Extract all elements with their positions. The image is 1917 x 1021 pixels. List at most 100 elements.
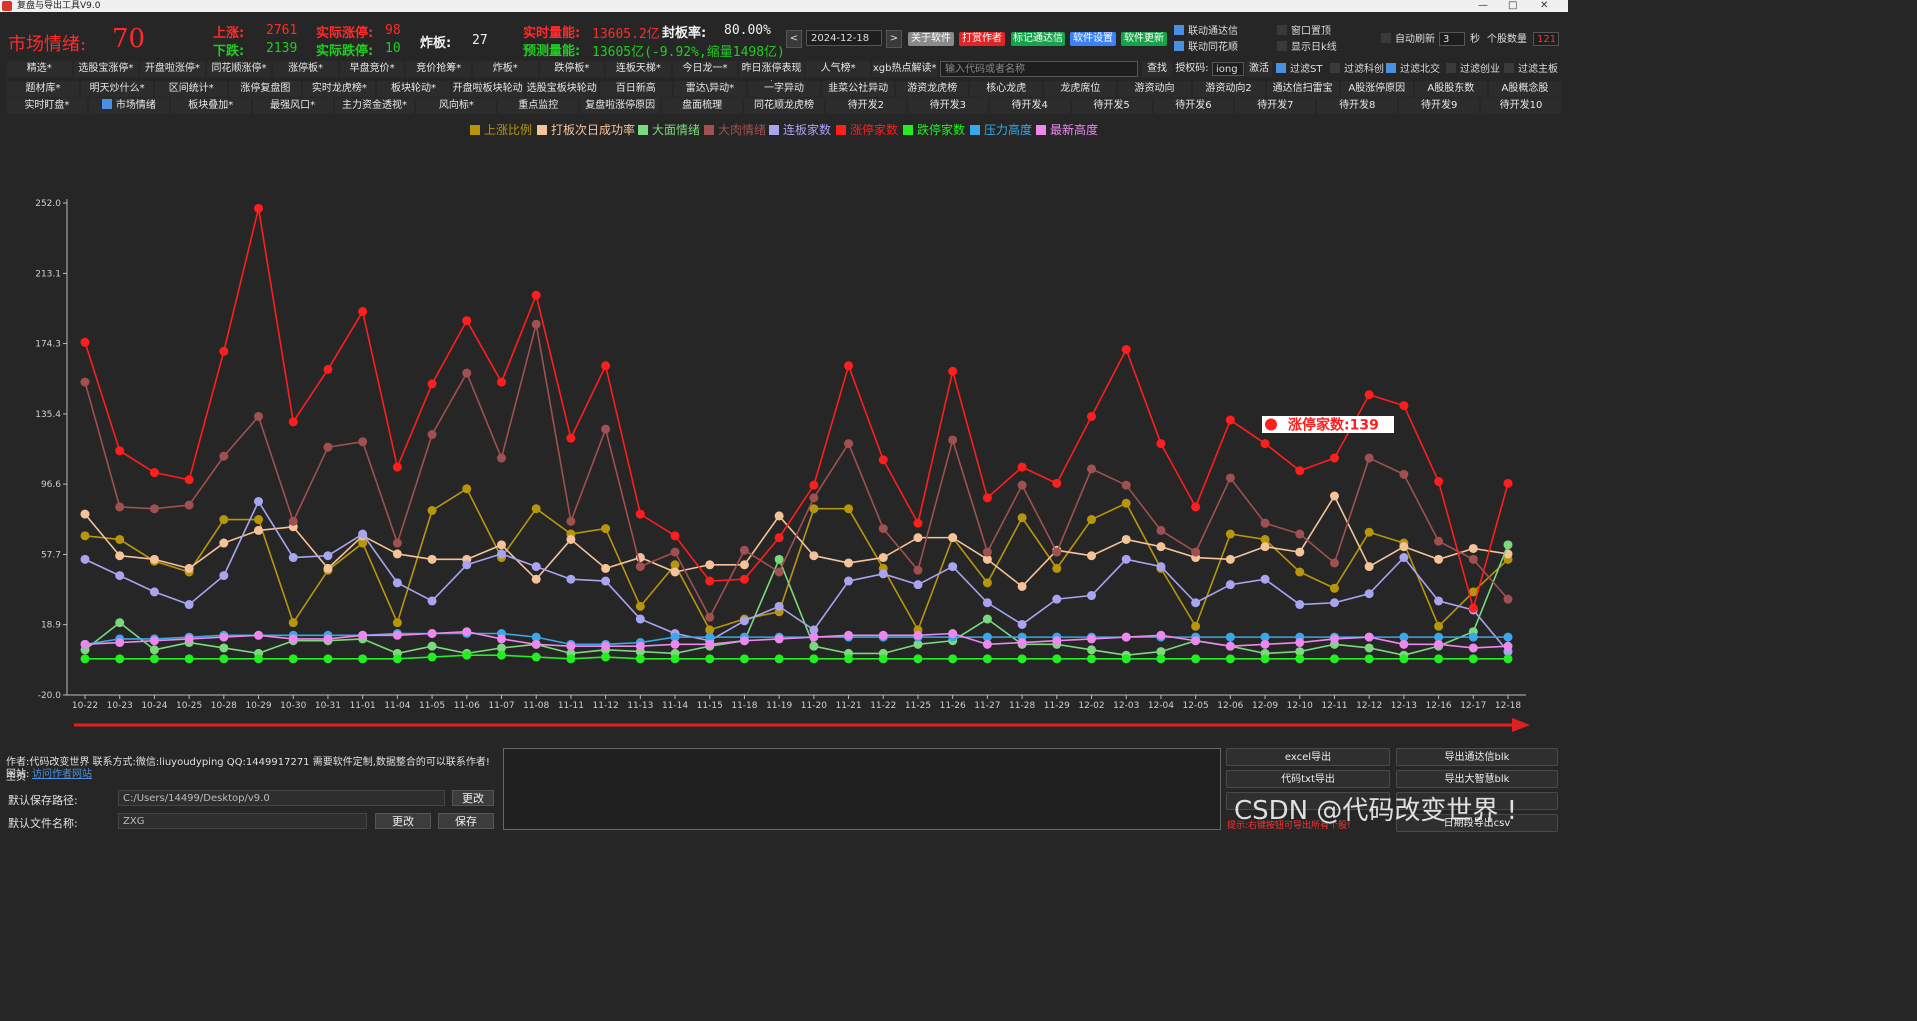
toolbar3-button-3[interactable]: 最强风口* — [252, 98, 333, 114]
toolbar1-button-10[interactable]: 今日龙一* — [672, 61, 738, 77]
dzh-blk-export-button[interactable]: 导出大智慧blk — [1396, 770, 1558, 788]
update-button[interactable]: 软件更新 — [1121, 32, 1167, 46]
toolbar3-button-17[interactable]: 待开发9 — [1399, 98, 1480, 114]
filter-checkbox-3[interactable]: 过滤创业 — [1446, 63, 1500, 76]
toolbar3-button-0[interactable]: 实时盯盘* — [7, 98, 87, 114]
toolbar3-button-7[interactable]: 复盘啦涨停原因 — [580, 98, 661, 114]
toolbar3-button-5[interactable]: 风向标* — [416, 98, 497, 114]
auto-refresh-checkbox[interactable]: 自动刷新 — [1381, 33, 1435, 46]
toolbar3-button-15[interactable]: 待开发7 — [1235, 98, 1316, 114]
link-ths-checkbox[interactable]: 联动同花顺 — [1174, 41, 1238, 54]
toolbar3-button-8[interactable]: 盘面梳理 — [662, 98, 743, 114]
date-range-csv-button[interactable]: 日期段导出csv — [1396, 814, 1558, 832]
toolbar3-button-10[interactable]: 待开发2 — [825, 98, 906, 114]
excel-export-button[interactable]: excel导出 — [1226, 748, 1390, 766]
toolbar2-button-3[interactable]: 涨停复盘图 — [229, 81, 302, 97]
toolbar2-button-10[interactable]: 一字异动 — [747, 81, 821, 97]
show-day-k-checkbox[interactable]: 显示日k线 — [1277, 41, 1337, 54]
legend-item-4[interactable]: 连板家数 — [769, 122, 831, 138]
legend-item-1[interactable]: 打板次日成功率 — [537, 122, 635, 138]
next-date-button[interactable]: > — [886, 30, 902, 48]
toolbar3-button-14[interactable]: 待开发6 — [1153, 98, 1234, 114]
settings-button[interactable]: 软件设置 — [1070, 32, 1116, 46]
toolbar1-button-7[interactable]: 炸板* — [473, 61, 538, 77]
toolbar3-button-2[interactable]: 板块叠加* — [170, 98, 251, 114]
toolbar2-button-17[interactable]: 通达信扫雷宝 — [1266, 81, 1339, 97]
legend-item-5[interactable]: 涨停家数 — [836, 122, 898, 138]
refresh-seconds-input[interactable]: 3 — [1439, 32, 1465, 46]
save-path-input[interactable]: C:/Users/14499/Desktop/v9.0 — [118, 790, 445, 806]
save-button[interactable]: 保存 — [438, 813, 494, 829]
toolbar2-button-19[interactable]: A股股东数 — [1414, 81, 1487, 97]
legend-item-2[interactable]: 大面情绪 — [638, 122, 700, 138]
toolbar1-button-6[interactable]: 竞价抢筹* — [406, 61, 471, 77]
file-name-input[interactable]: ZXG — [118, 813, 367, 829]
toolbar1-button-2[interactable]: 开盘啦涨停* — [140, 61, 205, 77]
author-site-link[interactable]: 访问作者网站 — [32, 769, 92, 780]
about-button[interactable]: 关于软件 — [908, 32, 954, 46]
link-tdx-checkbox[interactable]: 联动通达信 — [1174, 25, 1238, 38]
toolbar1-button-0[interactable]: 精选* — [7, 61, 72, 77]
toolbar2-button-4[interactable]: 实时龙虎榜* — [303, 81, 376, 97]
toolbar2-button-13[interactable]: 核心龙虎 — [970, 81, 1043, 97]
legend-item-6[interactable]: 跌停家数 — [903, 122, 965, 138]
filter-checkbox-4[interactable]: 过滤主板 — [1504, 63, 1558, 76]
legend-item-3[interactable]: 大肉情绪 — [704, 122, 766, 138]
code-txt-export-button[interactable]: 代码txt导出 — [1226, 770, 1390, 788]
toolbar1-button-5[interactable]: 早盘竞价* — [339, 61, 405, 77]
toolbar2-button-1[interactable]: 明天炒什么* — [81, 81, 154, 97]
export-button-4[interactable] — [1396, 792, 1558, 810]
legend-item-0[interactable]: 上涨比例 — [470, 122, 532, 138]
tdx-blk-export-button[interactable]: 导出通达信blk — [1396, 748, 1558, 766]
toolbar2-button-18[interactable]: A股涨停原因 — [1340, 81, 1413, 97]
date-input[interactable]: 2024-12-18 — [806, 30, 882, 46]
toolbar1-button-4[interactable]: 涨停板* — [273, 61, 338, 77]
maximize-icon[interactable]: □ — [1508, 0, 1518, 11]
toolbar3-button-9[interactable]: 同花顺龙虎榜 — [744, 98, 824, 114]
activate-button[interactable]: 激活 — [1246, 61, 1272, 77]
search-button[interactable]: 查找 — [1142, 61, 1172, 77]
stock-count-input[interactable]: 121 — [1533, 32, 1559, 46]
change-path-button[interactable]: 更改 — [452, 790, 494, 806]
toolbar3-button-16[interactable]: 待开发8 — [1317, 98, 1398, 114]
toolbar2-button-5[interactable]: 板块轮动* — [377, 81, 450, 97]
mark-tdx-button[interactable]: 标记通达信 — [1011, 32, 1065, 46]
toolbar2-button-0[interactable]: 题材库* — [7, 81, 80, 97]
toolbar3-button-1[interactable]: 市场情绪 — [88, 98, 169, 114]
toolbar3-button-13[interactable]: 待开发5 — [1071, 98, 1152, 114]
window-top-checkbox[interactable]: 窗口置顶 — [1277, 25, 1331, 38]
toolbar3-button-6[interactable]: 重点监控 — [498, 98, 579, 114]
toolbar2-button-16[interactable]: 游资动向2 — [1192, 81, 1265, 97]
toolbar3-button-18[interactable]: 待开发10 — [1481, 98, 1561, 114]
toolbar1-button-1[interactable]: 选股宝涨停* — [73, 61, 139, 77]
toolbar1-button-12[interactable]: 人气榜* — [805, 61, 871, 77]
tip-author-button[interactable]: 打赏作者 — [959, 32, 1005, 46]
legend-item-8[interactable]: 最新高度 — [1036, 122, 1098, 138]
toolbar2-button-9[interactable]: 雷达\异动* — [673, 81, 746, 97]
filter-checkbox-1[interactable]: 过滤科创 — [1330, 63, 1384, 76]
toolbar2-button-2[interactable]: 区间统计* — [155, 81, 228, 97]
toolbar2-button-20[interactable]: A股概念股 — [1488, 81, 1561, 97]
legend-item-7[interactable]: 压力高度 — [970, 122, 1032, 138]
toolbar3-button-11[interactable]: 待开发3 — [907, 98, 988, 114]
toolbar1-button-9[interactable]: 连板天梯* — [606, 61, 671, 77]
search-input[interactable]: 输入代码或者名称 — [940, 61, 1138, 77]
toolbar2-button-6[interactable]: 开盘啦板块轮动 — [451, 81, 524, 97]
toolbar1-button-3[interactable]: 同花顺涨停* — [206, 61, 272, 77]
auth-code-input[interactable]: iong — [1212, 62, 1244, 76]
toolbar2-button-12[interactable]: 游资龙虎榜 — [896, 81, 969, 97]
toolbar2-button-8[interactable]: 百日新高 — [599, 81, 672, 97]
toolbar2-button-15[interactable]: 游资动向 — [1118, 81, 1191, 97]
minimize-icon[interactable]: — — [1478, 0, 1488, 11]
filter-checkbox-0[interactable]: 过滤ST — [1276, 63, 1322, 76]
toolbar2-button-11[interactable]: 韭菜公社异动 — [822, 81, 895, 97]
toolbar3-button-4[interactable]: 主力资金透视* — [334, 98, 415, 114]
toolbar1-button-13[interactable]: xgb热点解读* — [872, 61, 937, 77]
toolbar3-button-12[interactable]: 待开发4 — [989, 98, 1070, 114]
filter-checkbox-2[interactable]: 过滤北交 — [1386, 63, 1440, 76]
toolbar1-button-8[interactable]: 跌停板* — [539, 61, 605, 77]
prev-date-button[interactable]: < — [786, 30, 802, 48]
close-icon[interactable]: ✕ — [1540, 0, 1549, 11]
export-button-3[interactable] — [1226, 792, 1390, 810]
toolbar2-button-14[interactable]: 龙虎席位 — [1044, 81, 1117, 97]
